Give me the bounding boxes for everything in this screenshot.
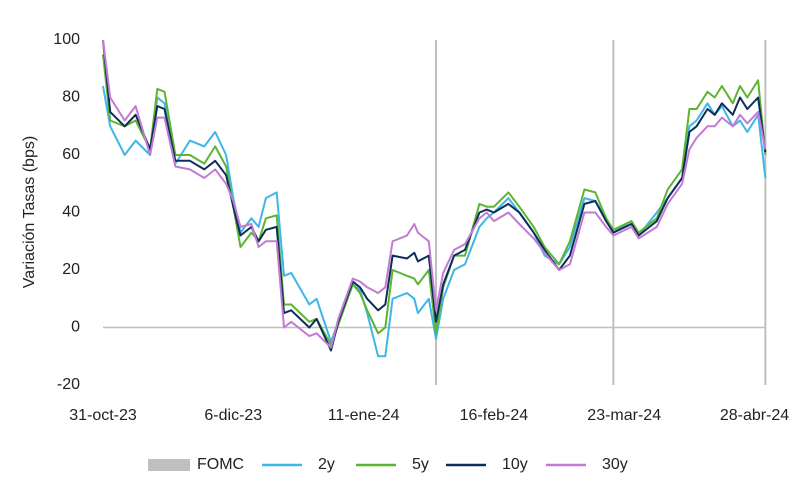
series-line xyxy=(102,54,767,346)
legend-label: 30y xyxy=(602,456,628,473)
legend-label: 10y xyxy=(502,456,528,473)
x-tick-label: 31-oct-23 xyxy=(69,407,137,424)
y-tick-label: 80 xyxy=(62,89,80,106)
x-tick-label: 23-mar-24 xyxy=(587,407,661,424)
x-tick-label: 28-abr-24 xyxy=(720,407,789,424)
legend-label: 5y xyxy=(412,456,429,473)
y-tick-label: 100 xyxy=(53,31,80,48)
y-tick-label: -20 xyxy=(57,376,80,393)
legend-swatch xyxy=(148,459,190,471)
series-line xyxy=(102,39,767,349)
y-tick-label: 60 xyxy=(62,146,80,163)
y-tick-label: 20 xyxy=(62,261,80,278)
legend-label: FOMC xyxy=(197,456,244,473)
x-tick-label: 11-ene-24 xyxy=(328,407,400,424)
y-tick-label: 0 xyxy=(71,319,80,336)
series-line xyxy=(102,39,767,352)
x-tick-label: 16-feb-24 xyxy=(460,407,529,424)
y-axis-label: Variación Tasas (bps) xyxy=(21,136,38,288)
legend-label: 2y xyxy=(318,456,335,473)
y-tick-label: 40 xyxy=(62,204,80,221)
x-tick-label: 6-dic-23 xyxy=(204,407,262,424)
